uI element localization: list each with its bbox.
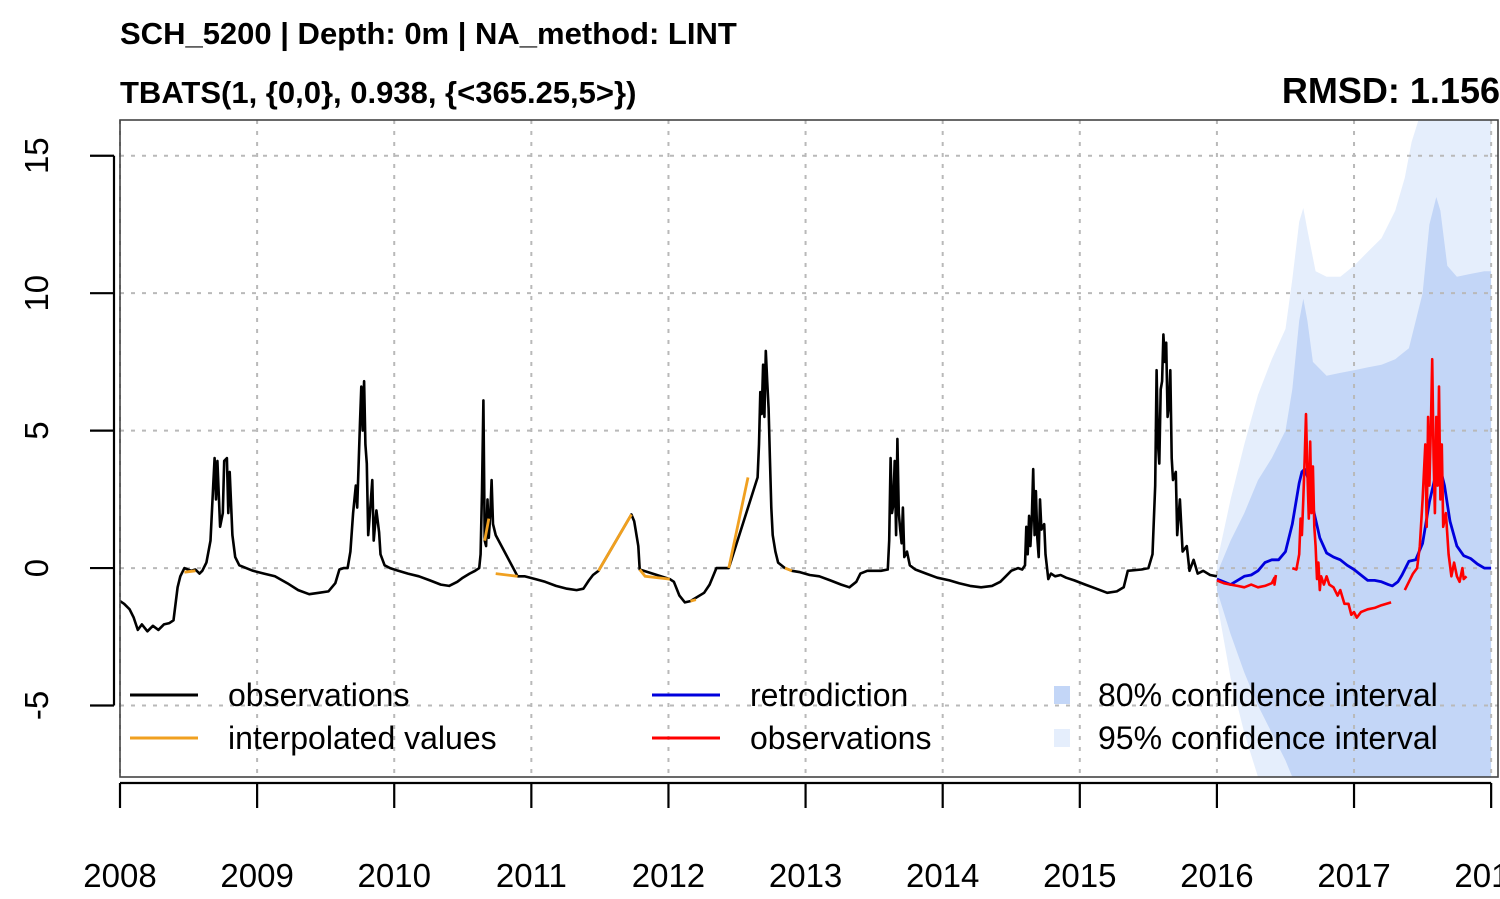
- interpolated-segment: [184, 569, 196, 574]
- legend-label: 80% confidence interval: [1098, 677, 1438, 713]
- x-tick-label: 2010: [358, 857, 431, 894]
- interpolated-segment: [597, 513, 633, 572]
- y-tick-label: 5: [18, 421, 55, 439]
- x-tick-label: 2011: [496, 857, 567, 894]
- y-tick-label: 0: [18, 559, 55, 577]
- legend-label: observations: [228, 677, 409, 713]
- interpolated-segment: [495, 572, 518, 578]
- model-label: TBATS(1, {0,0}, 0.938, {<365.25,5>}): [120, 75, 636, 110]
- y-tick-label: 15: [18, 137, 55, 174]
- y-tick-label: 10: [18, 275, 55, 312]
- interpolated-segment: [784, 566, 793, 573]
- x-tick-label: 2009: [220, 857, 293, 894]
- legend-label: 95% confidence interval: [1098, 720, 1438, 756]
- legend-swatch-box: [1054, 729, 1070, 747]
- legend-label: retrodiction: [750, 677, 908, 713]
- x-tick-label: 2008: [83, 857, 156, 894]
- y-tick-label: -5: [18, 691, 55, 720]
- x-tick-label: 2012: [632, 857, 705, 894]
- test-observations-segment: [1291, 412, 1392, 619]
- observations-line: [120, 333, 1218, 633]
- x-tick-label: 2013: [769, 857, 842, 894]
- x-tick-label: 2016: [1180, 857, 1253, 894]
- x-tick-label: 2015: [1043, 857, 1116, 894]
- legend-swatch-box: [1054, 686, 1070, 704]
- x-tick-label: 2017: [1317, 857, 1390, 894]
- legend-label: interpolated values: [228, 720, 497, 756]
- interpolated-segment: [483, 518, 491, 541]
- interpolated-segment: [727, 477, 750, 569]
- interpolated-segment: [638, 568, 670, 581]
- legend: observations interpolated values retrodict…: [130, 677, 1438, 756]
- test-observations-segment: [1403, 357, 1468, 591]
- test-observations-segment: [1216, 574, 1278, 589]
- axes: 2008 2009 2010 2011 2012 2013 2014 2015 2016 2017…: [18, 137, 1500, 894]
- x-tick-label: 2014: [906, 857, 979, 894]
- legend-label: observations: [750, 720, 931, 756]
- series-lines: [120, 333, 1492, 633]
- chart-title: SCH_5200 | Depth: 0m | NA_method: LINT: [120, 16, 737, 51]
- rmsd-label: RMSD: 1.156: [1282, 70, 1500, 111]
- x-tick-label: 2018: [1454, 857, 1500, 894]
- plot-frame: [119, 119, 1499, 778]
- interpolated-segment: [690, 598, 697, 603]
